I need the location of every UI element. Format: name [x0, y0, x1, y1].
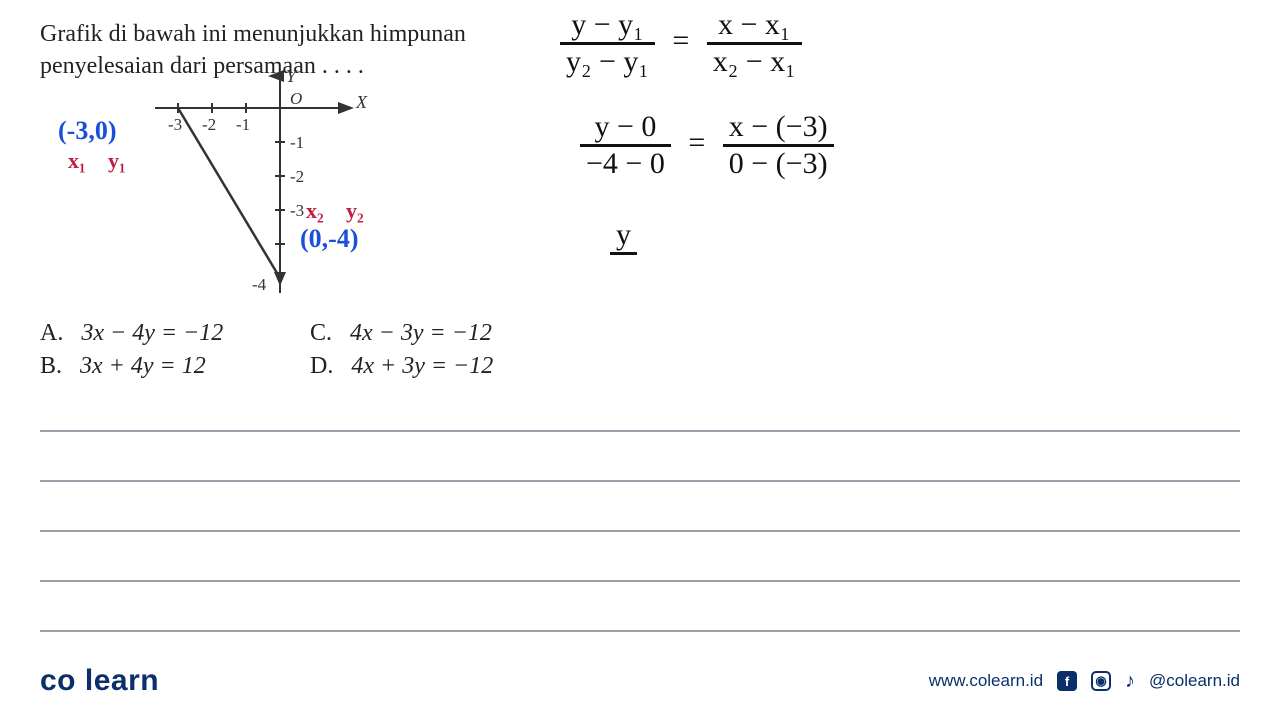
graph-svg: Y X O -3 -2 -1 -1 -2 -3 -4: [140, 68, 420, 298]
ruled-line: [40, 480, 1240, 482]
annot-y2: y₂: [346, 198, 364, 224]
problem-line1: Grafik di bawah ini menunjukkan himpunan: [40, 18, 466, 50]
annot-point2: (0,-4): [300, 224, 358, 254]
option-a: A. 3x − 4y = −12: [40, 320, 280, 347]
annot-y1: y₁: [108, 148, 126, 174]
xtick-1: -2: [202, 115, 216, 134]
ytick-2: -3: [290, 201, 304, 220]
footer-url: www.colearn.id: [929, 671, 1043, 691]
xtick-2: -1: [236, 115, 250, 134]
graph: Y X O -3 -2 -1 -1 -2 -3 -4 (-3,0) x₁ y₁ …: [140, 68, 420, 298]
annot-x2: x₂: [306, 198, 324, 224]
logo: co learn: [40, 664, 159, 698]
option-b: B. 3x + 4y = 12: [40, 353, 280, 380]
instagram-icon: ◉: [1091, 671, 1111, 691]
option-d: D. 4x + 3y = −12: [310, 353, 550, 380]
ytick-3: -4: [252, 275, 267, 294]
footer-handle: @colearn.id: [1149, 671, 1240, 691]
ruled-line: [40, 580, 1240, 582]
work-eq3: y: [610, 218, 637, 289]
footer-right: www.colearn.id f ◉ ♪ @colearn.id: [929, 670, 1240, 693]
annot-point1: (-3,0): [58, 116, 116, 146]
ruled-line: [40, 630, 1240, 632]
work-eq1: y − y₁y₂ − y₁ = x − x₁x₂ − x₁: [560, 8, 802, 79]
xtick-0: -3: [168, 115, 182, 134]
option-c: C. 4x − 3y = −12: [310, 320, 550, 347]
ytick-0: -1: [290, 133, 304, 152]
ruled-line: [40, 530, 1240, 532]
options: A. 3x − 4y = −12 C. 4x − 3y = −12 B. 3x …: [40, 320, 550, 386]
work-eq2: y − 0−4 − 0 = x − (−3)0 − (−3): [580, 110, 834, 181]
tiktok-icon: ♪: [1125, 670, 1135, 693]
footer: co learn www.colearn.id f ◉ ♪ @colearn.i…: [40, 664, 1240, 698]
x-axis-label: X: [355, 92, 368, 112]
ruled-lines: [40, 430, 1240, 632]
facebook-icon: f: [1057, 671, 1077, 691]
annot-x1: x₁: [68, 148, 86, 174]
origin-label: O: [290, 89, 302, 108]
y-axis-label: Y: [286, 68, 298, 86]
ruled-line: [40, 430, 1240, 432]
page: Grafik di bawah ini menunjukkan himpunan…: [0, 0, 1280, 720]
ytick-1: -2: [290, 167, 304, 186]
